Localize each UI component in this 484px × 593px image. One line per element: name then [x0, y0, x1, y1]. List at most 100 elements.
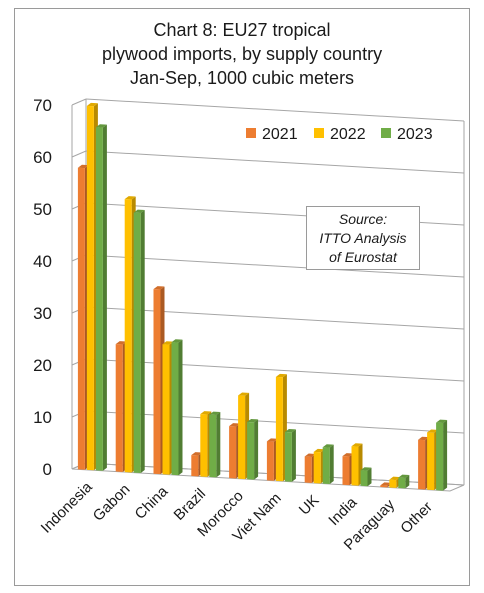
bar-top [436, 419, 448, 423]
bar-front [247, 421, 255, 480]
legend-swatch [381, 128, 391, 138]
bar-top [389, 476, 401, 481]
bar-top [86, 102, 98, 107]
bar-india-2022 [351, 443, 363, 486]
legend-label: 2022 [330, 126, 366, 143]
bar-top [360, 467, 372, 471]
bar-front [162, 344, 170, 475]
bar-indonesia-2023 [95, 124, 107, 471]
bar-front [313, 451, 321, 484]
chart-title-line-2: plywood imports, by supply country [101, 44, 383, 64]
bar-top [95, 124, 107, 128]
bar-side [329, 444, 334, 484]
bar-top [153, 286, 165, 290]
chart-title-line-3: Jan-Sep, 1000 cubic meters [129, 68, 355, 88]
x-tick-label: Gabon [90, 481, 134, 525]
bar-india-2023 [360, 467, 372, 487]
bar-front [86, 105, 94, 471]
bar-top [342, 453, 354, 457]
bar-top [313, 448, 325, 453]
chart-title-line-1: Chart 8: EU27 tropical [153, 20, 331, 40]
bar-brazil-2023 [209, 411, 221, 478]
gridline [85, 254, 465, 278]
bar-front [427, 432, 435, 491]
bar-front [322, 447, 330, 484]
bar-front [275, 376, 283, 482]
bar-top [322, 444, 334, 448]
bar-front [124, 199, 132, 473]
y-tick-label: 50 [33, 200, 52, 219]
bar-front [304, 456, 312, 483]
bar-top [238, 392, 250, 396]
bar-top [124, 196, 136, 200]
legend-swatch [314, 128, 324, 138]
bar-top [133, 209, 145, 213]
bar-top [77, 164, 89, 169]
bar-front [238, 395, 246, 480]
x-tick-label: Indonesia [38, 478, 96, 536]
bar-other-2023 [436, 419, 448, 491]
bar-top [115, 341, 127, 345]
bar-uk-2023 [322, 444, 334, 484]
y-tick-label: 70 [33, 96, 52, 115]
bar-front [266, 441, 274, 481]
source-line-2: ITTO Analysis [319, 230, 407, 246]
gridline-side [71, 150, 87, 158]
bar-side [405, 474, 410, 489]
y-tick-label: 0 [43, 460, 52, 479]
source-line-3: of Eurostat [329, 249, 397, 265]
bar-front [95, 127, 103, 471]
bar-front [171, 342, 179, 476]
bar-front [389, 479, 397, 488]
bar-top [275, 373, 287, 378]
bar-top [200, 411, 212, 415]
source-line-1: Source: [338, 211, 388, 227]
bar-top [380, 482, 392, 486]
bar-top [418, 436, 430, 441]
bar-top [209, 411, 221, 415]
bar-morocco-2023 [247, 418, 259, 480]
bar-side [178, 339, 183, 476]
bar-front [398, 477, 406, 489]
y-tick-label: 10 [33, 408, 52, 427]
bar-side [443, 419, 448, 491]
bar-top [162, 341, 174, 345]
bar-china-2023 [171, 339, 183, 476]
bar-top [171, 339, 183, 343]
gridline [85, 358, 465, 382]
bar-side [216, 411, 221, 478]
gridline [85, 98, 465, 122]
bar-viet-nam-2022 [275, 373, 287, 482]
x-tick-label: India [325, 494, 360, 529]
bar-front [436, 422, 444, 491]
legend-label: 2021 [262, 126, 298, 143]
y-tick-label: 60 [33, 148, 52, 167]
bar-front [284, 431, 292, 482]
y-tick-label: 40 [33, 252, 52, 271]
bar-front [360, 470, 368, 487]
bar-front [351, 446, 359, 486]
legend-swatch [246, 128, 256, 138]
y-tick-label: 20 [33, 356, 52, 375]
bar-top [427, 429, 439, 433]
bar-gabon-2023 [133, 209, 145, 473]
bar-front [133, 212, 141, 473]
gridline-side [71, 98, 87, 106]
bar-side [367, 467, 372, 487]
bar-front [209, 414, 217, 478]
gridline [85, 306, 465, 330]
bar-top [191, 452, 203, 456]
bar-side [291, 429, 296, 482]
bar-front [200, 414, 208, 477]
bar-top [284, 428, 296, 433]
bar-front [77, 167, 85, 470]
bar-side [140, 209, 145, 473]
gridline [85, 410, 465, 434]
bar-front [380, 485, 388, 488]
bar-side [102, 124, 107, 471]
bar-front [342, 456, 350, 486]
source-note: Source: ITTO Analysis of Eurostat [306, 206, 420, 270]
bar-top [398, 474, 410, 478]
bar-front [191, 455, 199, 477]
